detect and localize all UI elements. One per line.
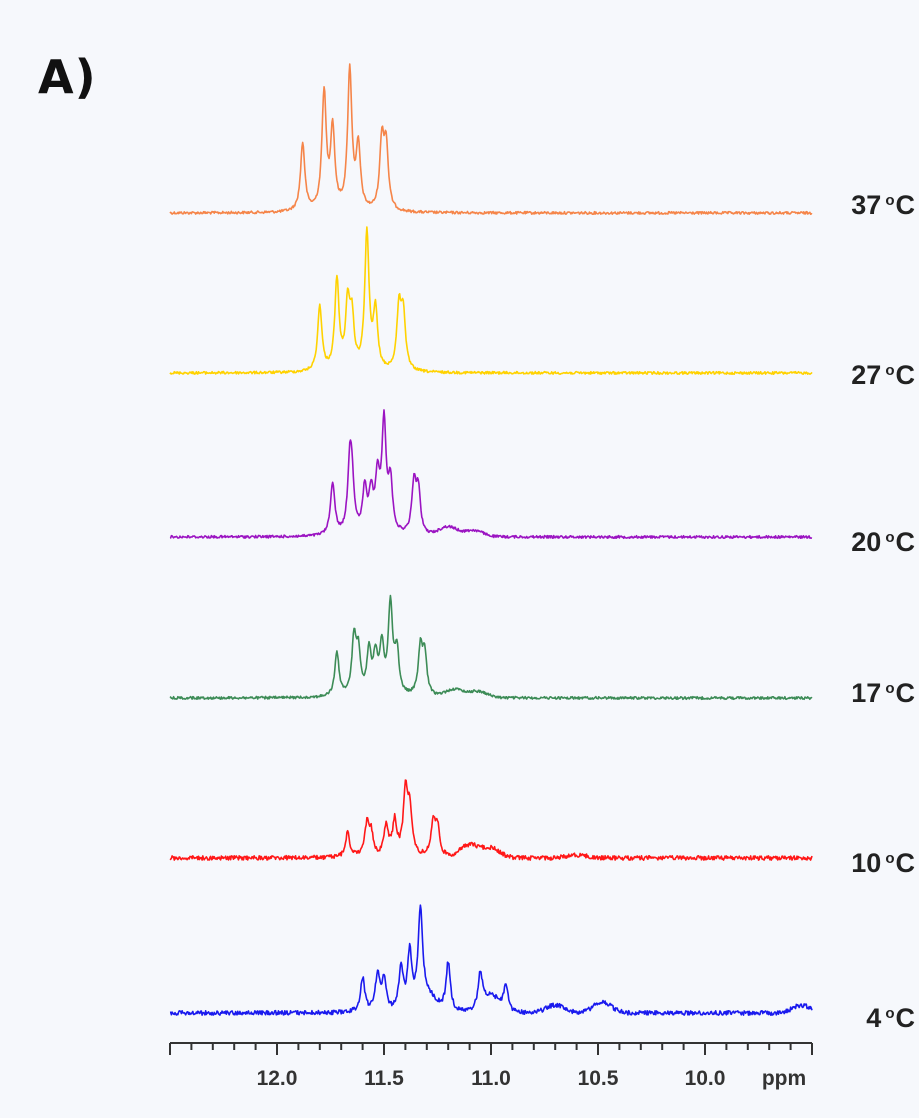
trace-label-17c: 17 oC xyxy=(851,678,915,709)
trace-label-temp: 27 xyxy=(851,360,882,390)
x-tick-label: 11.5 xyxy=(364,1067,404,1090)
trace-label-temp: 37 xyxy=(851,190,882,220)
trace-label-unit: C xyxy=(895,190,916,220)
trace-label-temp: 4 xyxy=(866,1003,882,1033)
trace-label-degree: o xyxy=(885,850,895,867)
spectrum-trace-10c xyxy=(169,779,813,861)
trace-label-20c: 20 oC xyxy=(851,527,915,558)
trace-label-unit: C xyxy=(895,527,916,557)
trace-label-degree: o xyxy=(885,362,895,379)
spectrum-trace-37c xyxy=(169,63,813,216)
trace-label-unit: C xyxy=(895,360,916,390)
trace-label-degree: o xyxy=(885,192,895,209)
x-axis-label: ppm xyxy=(762,1067,806,1090)
trace-label-degree: o xyxy=(885,680,895,697)
trace-label-unit: C xyxy=(895,1003,916,1033)
spectrum-trace-27c xyxy=(169,226,813,376)
spectra-traces xyxy=(169,63,813,1016)
spectrum-trace-20c xyxy=(169,409,813,540)
trace-label-degree: o xyxy=(885,529,895,546)
trace-label-temp: 10 xyxy=(851,848,882,878)
x-tick-label: 10.0 xyxy=(685,1067,726,1090)
x-axis: 12.0 11.5 11.0 10.5 10.0 ppm xyxy=(169,1042,813,1090)
x-tick-label: 12.0 xyxy=(257,1067,298,1090)
trace-label-temp: 17 xyxy=(851,678,882,708)
x-axis-ticks: 12.0 11.5 11.0 10.5 10.0 xyxy=(169,1043,813,1090)
trace-label-4c: 4 oC xyxy=(866,1003,915,1034)
trace-label-27c: 27 oC xyxy=(851,360,915,391)
trace-label-unit: C xyxy=(895,848,916,878)
spectrum-trace-4c xyxy=(169,904,813,1016)
trace-label-degree: o xyxy=(885,1005,895,1022)
x-tick-label: 11.0 xyxy=(471,1067,511,1090)
trace-label-unit: C xyxy=(895,678,916,708)
trace-label-37c: 37 oC xyxy=(851,190,915,221)
spectrum-trace-17c xyxy=(169,594,813,701)
trace-label-10c: 10 oC xyxy=(851,848,915,879)
trace-label-temp: 20 xyxy=(851,527,882,557)
x-tick-label: 10.5 xyxy=(578,1067,619,1090)
panel-label: A) xyxy=(38,50,97,104)
